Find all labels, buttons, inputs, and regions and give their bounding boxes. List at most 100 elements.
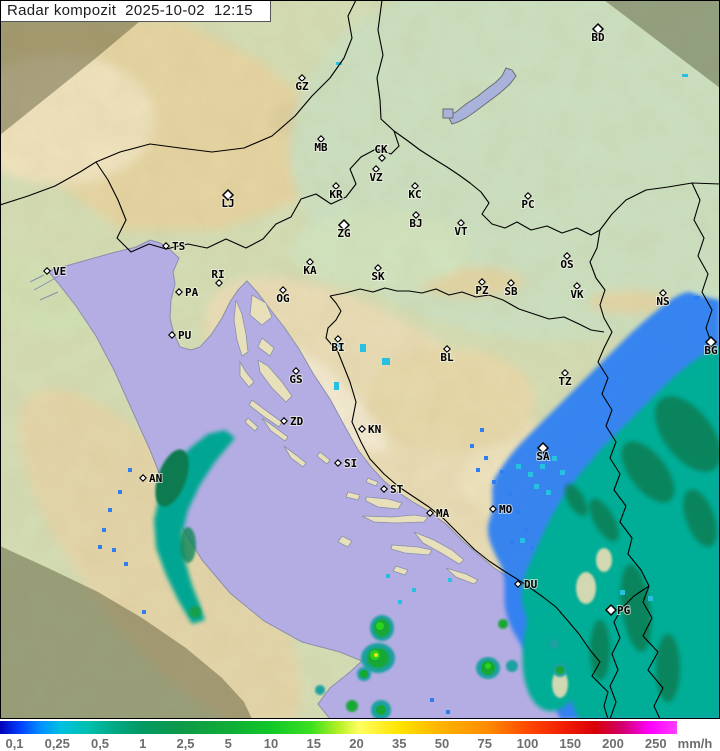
city-diamond-icon [412, 211, 420, 219]
scale-label: 1 [139, 736, 147, 751]
city-label: BI [331, 341, 344, 354]
scale-label: 2,5 [176, 736, 195, 751]
city-diamond-icon [524, 192, 532, 200]
city-diamond-icon [280, 417, 288, 425]
city-KC: KC [407, 182, 423, 202]
scale-label: 0,25 [44, 736, 70, 751]
scale-label: 20 [349, 736, 364, 751]
city-label: TS [172, 240, 185, 253]
city-diamond-icon [306, 258, 314, 266]
islands [233, 294, 479, 585]
city-DU: DU [514, 577, 539, 592]
city-label: ST [390, 483, 404, 496]
city-label: MB [314, 141, 328, 154]
city-OG: OG [275, 286, 291, 306]
city-MA: MA [426, 506, 451, 521]
scale-label: 150 [559, 736, 582, 751]
city-KA: KA [302, 258, 318, 278]
city-label: KC [408, 188, 421, 201]
lake-balaton-sw-end [442, 108, 454, 119]
city-diamond-icon [411, 182, 419, 190]
city-KN: KN [358, 422, 382, 437]
lake-balaton [447, 67, 517, 125]
city-label: BD [591, 31, 605, 44]
city-BD: BD [590, 22, 606, 45]
city-diamond-icon [561, 369, 569, 377]
city-label: PU [178, 329, 192, 342]
title-bar: Radar kompozit 2025-10-02 12:15 [1, 1, 271, 22]
city-diamond-icon [221, 188, 235, 202]
city-PA: PA [175, 285, 200, 300]
city-SI: SI [334, 456, 358, 471]
city-label: OS [560, 258, 573, 271]
scale-label: 75 [477, 736, 492, 751]
city-GZ: GZ [294, 74, 310, 94]
city-diamond-icon [372, 165, 380, 173]
city-label: DU [524, 578, 538, 591]
city-diamond-icon [334, 335, 342, 343]
city-diamond-icon [334, 459, 342, 467]
city-label: MA [436, 507, 450, 520]
precipitation-scale: 0,1 0,25 0,5 1 2,5 5 10 15 20 35 50 75 100 150 200 250 m… [0, 719, 720, 751]
city-BG: BG [703, 335, 719, 358]
city-diamond-icon [317, 135, 325, 143]
city-CK: CK [373, 142, 389, 162]
city-diamond-icon [604, 603, 618, 617]
city-label: AN [149, 472, 162, 485]
city-diamond-icon [478, 278, 486, 286]
scale-label: 0,5 [90, 736, 110, 751]
city-VK: VK [569, 282, 585, 302]
city-TZ: TZ [557, 369, 573, 389]
city-PU: PU [168, 328, 193, 343]
city-label: SA [536, 450, 550, 463]
scale-gradient-bar [0, 721, 677, 734]
scale-label: 15 [306, 736, 321, 751]
city-label: MO [499, 503, 513, 516]
city-diamond-icon [337, 218, 351, 232]
city-label: BL [440, 351, 454, 364]
city-label: SB [504, 285, 518, 298]
city-SA: SA [535, 441, 551, 464]
city-VZ: VZ [368, 165, 384, 185]
city-OS: OS [559, 252, 575, 272]
city-diamond-icon [536, 441, 550, 455]
city-PG: PG [604, 603, 632, 618]
scale-labels: 0,1 0,25 0,5 1 2,5 5 10 15 20 35 50 75 100 150 200 250 m… [0, 734, 720, 751]
city-diamond-icon [443, 345, 451, 353]
city-label: CK [374, 143, 388, 156]
city-MO: MO [489, 502, 514, 517]
scale-label: 5 [224, 736, 232, 751]
city-label: BG [704, 344, 718, 357]
city-diamond-icon [378, 154, 386, 162]
city-label: ZD [290, 415, 304, 428]
city-PZ: PZ [474, 278, 490, 298]
city-label: PA [185, 286, 199, 299]
city-label: BJ [409, 217, 422, 230]
city-label: VZ [369, 171, 383, 184]
city-TS: TS [162, 239, 186, 254]
city-diamond-icon [279, 286, 287, 294]
city-diamond-icon [298, 74, 306, 82]
city-diamond-icon [514, 580, 522, 588]
city-diamond-icon [563, 252, 571, 260]
city-diamond-icon [175, 288, 183, 296]
city-ZD: ZD [280, 414, 305, 429]
city-label: KN [368, 423, 381, 436]
city-label: NS [656, 295, 669, 308]
scale-label: 250 [644, 736, 667, 751]
city-diamond-icon [162, 242, 170, 250]
country-borders [0, 0, 720, 719]
city-label: SK [371, 270, 385, 283]
city-NS: NS [655, 289, 671, 309]
city-SB: SB [503, 279, 519, 299]
city-diamond-icon [215, 279, 223, 287]
city-label: GS [289, 373, 302, 386]
city-AN: AN [139, 471, 163, 486]
city-SK: SK [370, 264, 386, 284]
city-diamond-icon [426, 509, 434, 517]
city-label: SI [344, 457, 357, 470]
city-VT: VT [453, 219, 469, 239]
scale-label: 50 [434, 736, 450, 751]
city-label: TZ [558, 375, 572, 388]
